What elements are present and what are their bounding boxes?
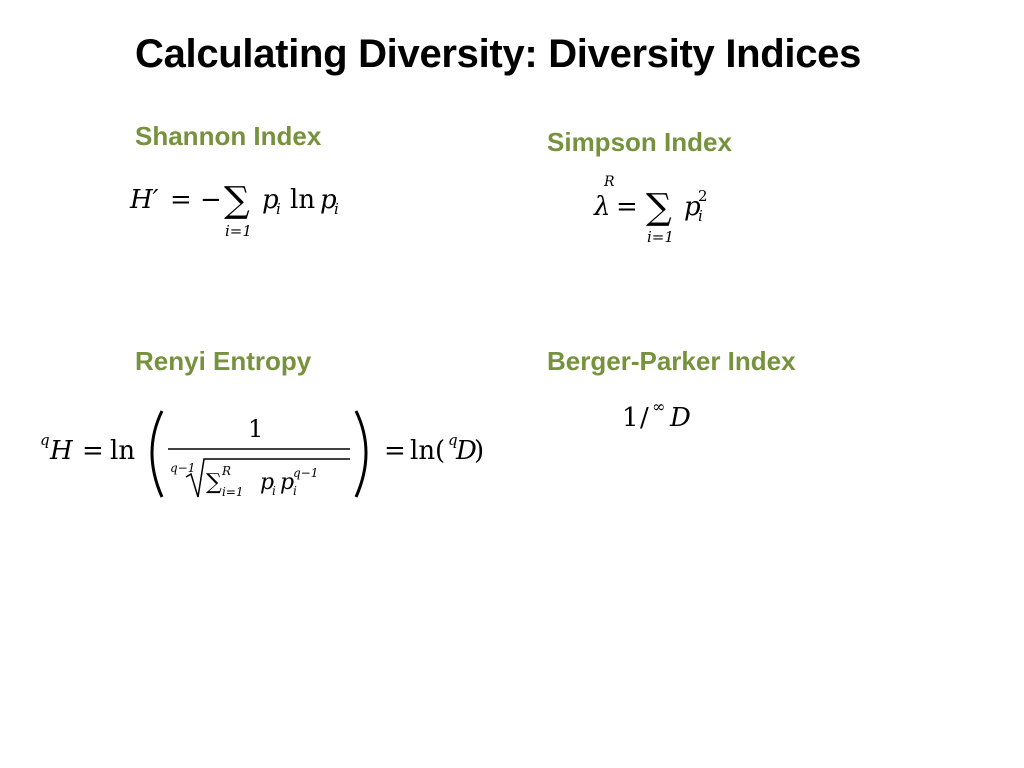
shannon-sum-lower: i=1 [225, 222, 252, 240]
shannon-sub-i1: i [276, 200, 281, 218]
shannon-p1: p [262, 185, 279, 215]
renyi-sum-lower: i=1 [222, 485, 244, 499]
renyi-D: D [455, 436, 477, 466]
renyi-close-paren: ) [474, 436, 484, 466]
renyi-root-index: q−1 [170, 461, 195, 475]
simpson-sup-2: 2 [698, 187, 708, 205]
renyi-equals2: = [384, 436, 406, 466]
shannon-sum-symbol: ∑ [224, 180, 250, 221]
berger-parker-formula: 1 / ∞ D [620, 396, 710, 440]
renyi-pre-sup-q: q [40, 431, 50, 449]
renyi-numerator: 1 [248, 415, 263, 443]
shannon-p2: p [320, 185, 337, 215]
renyi-H: H [49, 436, 74, 466]
simpson-formula: R λ = ∑ i=1 p i 2 [590, 168, 730, 248]
shannon-equals: = [170, 185, 192, 215]
shannon-formula: H′ = − ∑ i=1 p i ln p i [128, 172, 358, 244]
renyi-p2: p [280, 470, 294, 495]
bp-D: D [669, 403, 691, 433]
shannon-ln: ln [290, 185, 315, 215]
renyi-ln: ln [110, 436, 135, 466]
heading-shannon-index: Shannon Index [135, 121, 322, 151]
renyi-p1: p [260, 470, 274, 495]
heading-simpson-index: Simpson Index [547, 127, 732, 157]
simpson-lhs: λ [593, 192, 610, 222]
renyi-left-paren [150, 410, 164, 498]
renyi-sum-symbol: ∑ [206, 470, 222, 495]
renyi-formula: q H = ln 1 q−1 ∑ R i=1 p i p i q−1 = ln(… [38, 405, 488, 505]
shannon-sub-i2: i [334, 200, 339, 218]
simpson-sub-i: i [698, 207, 703, 225]
bp-slash: / [640, 403, 649, 433]
renyi-equals: = [82, 436, 104, 466]
renyi-sum-upper: R [221, 464, 231, 478]
bp-infinity: ∞ [652, 397, 665, 416]
simpson-sum-lower: i=1 [647, 228, 674, 246]
renyi-sub-i2: i [293, 484, 297, 498]
renyi-sub-i1: i [272, 484, 276, 498]
shannon-lhs: H′ [129, 185, 159, 215]
heading-berger-parker-index: Berger-Parker Index [547, 346, 796, 376]
renyi-ln2: ln( [410, 436, 445, 466]
renyi-radical [185, 458, 350, 498]
simpson-equals: = [616, 192, 638, 222]
shannon-minus: − [200, 185, 222, 215]
renyi-right-paren [354, 410, 368, 498]
renyi-inner-sup-q: q [448, 431, 458, 449]
simpson-p: p [684, 192, 701, 222]
renyi-sup-q1: q−1 [293, 466, 318, 480]
page-title: Calculating Diversity: Diversity Indices [135, 32, 862, 76]
simpson-sum-symbol: ∑ [646, 187, 672, 228]
heading-renyi-entropy: Renyi Entropy [135, 346, 312, 376]
bp-one: 1 [622, 403, 639, 433]
simpson-sum-upper: R [603, 174, 615, 190]
